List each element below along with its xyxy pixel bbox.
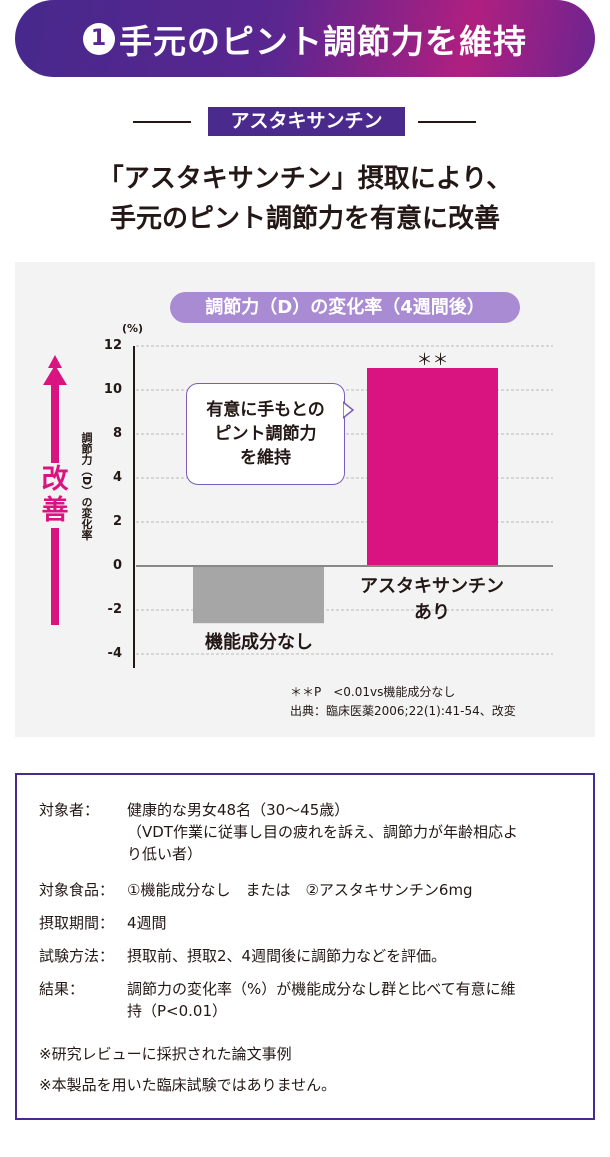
number-badge: 1: [83, 22, 115, 55]
info-row-subjects: 対象者： 健康的な男女48名（30〜45歳） （VDT作業に従事し目の疲れを訴え、調…: [39, 799, 518, 865]
y-tick-label: 8: [112, 426, 122, 441]
info-label: 摂取期間：: [39, 914, 115, 932]
note: ※本製品を用いた臨床試験ではありません。: [39, 1076, 337, 1094]
chart-panel: [15, 262, 595, 737]
info-label: 試験方法：: [39, 947, 115, 965]
info-value: り低い者）: [127, 845, 203, 863]
footnote-significance: ＊＊P <0.01vs機能成分なし: [290, 685, 456, 699]
category-label-line: あり: [414, 602, 450, 623]
callout-pointer: [343, 401, 355, 419]
category-label-astaxanthin: アスタキサンチン あり: [322, 574, 542, 626]
info-row-result: 結果： 調節力の変化率（%）が機能成分なし群と比べて有意に維 持（P<0.01）: [39, 978, 516, 1022]
callout-bubble: 有意に手もとの ピント調節力 を維持: [186, 383, 345, 485]
chart-title: 調節力（D）の変化率（4週間後）: [170, 292, 520, 323]
divider: [418, 121, 476, 123]
header-title: 手元のピント調節力を維持: [119, 21, 527, 61]
divider: [133, 121, 191, 123]
info-row-method: 試験方法： 摂取前、摂取2、4週間後に調節力などを評価。: [39, 945, 446, 967]
arrow-head-icon: [48, 355, 62, 368]
info-row-food: 対象食品： ①機能成分なし または ②アスタキサンチン6mg: [39, 879, 473, 901]
y-tick-label: 2: [112, 514, 122, 529]
headline-line: 手元のピント調節力を有意に改善: [109, 204, 500, 234]
y-tick-label: 4: [112, 470, 122, 485]
plot-area: [43, 345, 553, 668]
callout-line: を維持: [240, 448, 291, 468]
study-info-box: 対象者： 健康的な男女48名（30〜45歳） （VDT作業に従事し目の疲れを訴え、調…: [15, 773, 595, 1120]
note: ※研究レビューに採択された論文事例: [39, 1045, 292, 1063]
y-tick-label: 12: [103, 338, 122, 353]
unit-label: (%): [122, 322, 144, 335]
arrow-head-icon: [43, 365, 67, 385]
info-value: ①機能成分なし または ②アスタキサンチン6mg: [127, 881, 473, 899]
info-value: 摂取前、摂取2、4週間後に調節力などを評価。: [127, 947, 447, 965]
arrow-shaft: [51, 383, 59, 463]
info-label: 対象者：: [39, 801, 100, 819]
category-label-line: アスタキサンチン: [360, 576, 504, 597]
significance-mark: ＊＊: [416, 350, 449, 369]
info-value: 4週間: [127, 914, 167, 932]
y-tick-label: -2: [107, 602, 122, 617]
section-header: 1 手元のピント調節力を維持: [15, 0, 595, 77]
arrow-shaft: [51, 528, 59, 625]
callout-line: ピント調節力: [214, 424, 317, 444]
y-tick-label: 0: [112, 558, 122, 573]
callout-line: 有意に手もとの: [206, 400, 325, 420]
headline-line: 「アスタキサンチン」摂取により、: [97, 164, 513, 194]
y-axis-label: 調節力（D）の変化率: [80, 432, 93, 541]
info-row-period: 摂取期間： 4週間: [39, 912, 167, 934]
info-label: 対象食品：: [39, 881, 115, 899]
info-label: 結果：: [39, 980, 85, 998]
info-value: 調節力の変化率（%）が機能成分なし群と比べて有意に維: [127, 980, 516, 998]
y-tick-label: 10: [103, 382, 122, 397]
ingredient-tag: アスタキサンチン: [208, 107, 405, 136]
bar-astaxanthin: [367, 368, 498, 565]
info-value: 健康的な男女48名（30〜45歳）: [127, 801, 350, 819]
y-tick-label: -4: [107, 646, 122, 661]
bar-none: [193, 567, 324, 624]
info-value: 持（P<0.01）: [127, 1002, 228, 1020]
info-value: （VDT作業に従事し目の疲れを訴え、調節力が年齢相応よ: [127, 823, 518, 841]
improvement-label: 改善: [41, 464, 69, 526]
category-label-none: 機能成分なし: [205, 632, 313, 653]
footnote-source: 出典：臨床医薬2006;22(1):41-54、改変: [290, 704, 516, 718]
